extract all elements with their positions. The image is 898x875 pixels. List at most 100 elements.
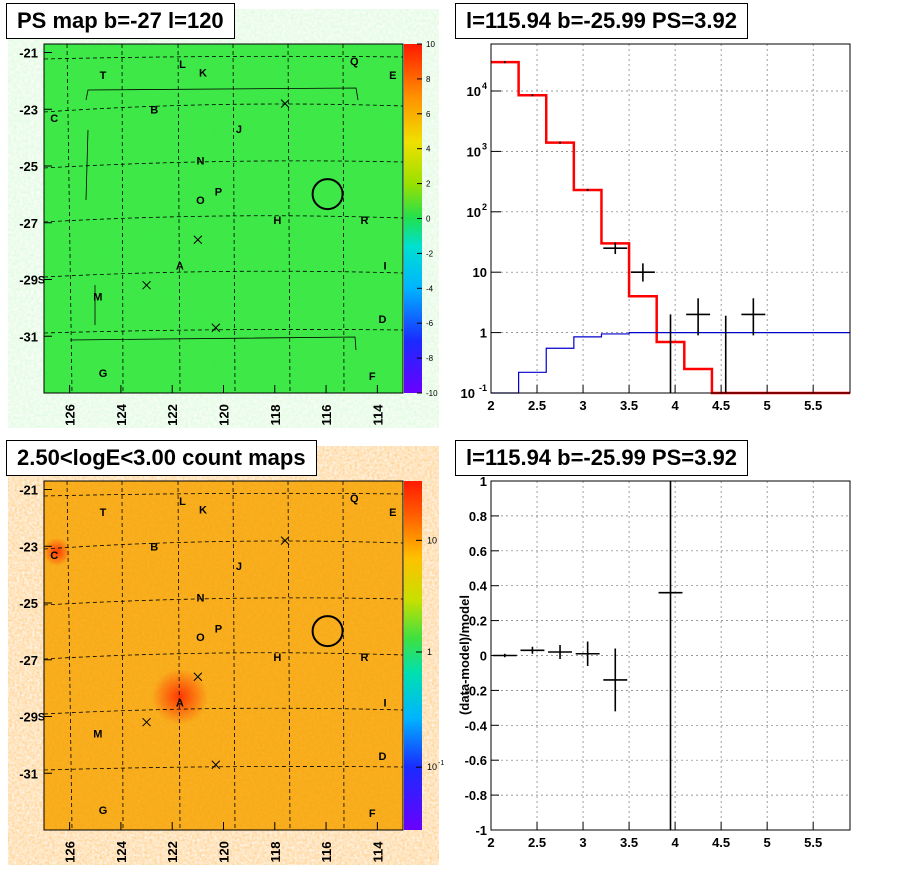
source-label-h: H — [273, 652, 281, 664]
y-tick-label: -21 — [19, 46, 38, 61]
y-tick-label: -29 — [19, 273, 38, 288]
residual-x-ticks: 2 2.5 3 3.5 4 4.5 5 5.5 — [487, 822, 822, 850]
colorbar-tick-label: 1 — [427, 647, 432, 657]
count-map-source-labels: T L K Q E C B J N OP H R A I S M D G F — [38, 493, 397, 820]
y-tick-label: 10 — [467, 84, 481, 99]
cross-marker — [211, 760, 221, 770]
source-label-g: G — [99, 805, 108, 817]
source-label-p: P — [215, 624, 222, 636]
x-tick-label: 124 — [114, 840, 129, 862]
source-label-o: O — [196, 195, 205, 207]
y-tick-label: -23 — [19, 102, 38, 117]
source-label-f: F — [369, 808, 376, 820]
count-hotspot — [42, 537, 71, 566]
colorbar-tick-label: -6 — [426, 319, 434, 328]
source-label-d: D — [379, 314, 387, 326]
cross-marker — [280, 536, 290, 545]
cross-marker — [280, 99, 290, 108]
source-label-t: T — [100, 507, 107, 519]
ps-map-y-ticks: -21 -23 -25 -27 -29 -31 — [19, 46, 52, 344]
x-tick-label: 126 — [63, 841, 78, 863]
blue-model-line — [491, 332, 850, 394]
residual-svg: 2 2.5 3 3.5 4 4.5 5 5.5 1 0.8 0.6 0.4 0.2 0 -0.2 -0.4 -… — [457, 474, 851, 850]
source-label-s: S — [38, 712, 45, 724]
source-label-g: G — [99, 368, 108, 380]
y-tick-label: 0 — [480, 649, 487, 664]
source-label-l: L — [179, 59, 186, 71]
source-label-n: N — [196, 592, 204, 604]
x-tick-label: 114 — [370, 841, 385, 863]
count-map-texture — [44, 481, 403, 830]
count-map-hotspots — [42, 537, 208, 725]
count-map-coordinate-grid — [43, 480, 404, 831]
source-label-h: H — [273, 215, 281, 227]
ps-map-texture — [44, 44, 403, 393]
residual-y-axis-label: (data-model)/model — [457, 595, 472, 715]
source-label-a: A — [176, 697, 184, 709]
source-label-l: L — [179, 496, 186, 508]
source-label-f: F — [369, 371, 376, 383]
source-label-a: A — [176, 260, 184, 272]
spectrum-panel: 2 2.5 3 3.5 4 4.5 5 5.5 10 -1 1 10 10 2 10 3 10 4 l=115.… — [449, 0, 898, 437]
ps-map-colorbar-ticks: 10 8 6 4 2 0 -2 -4 -6 -8 -10 — [417, 40, 438, 398]
source-label-q: Q — [350, 493, 359, 505]
ps-map-target-circle — [311, 178, 344, 211]
colorbar-tick-label: 2 — [426, 180, 431, 189]
y-tick-label: 1 — [480, 326, 487, 341]
y-tick-label: -31 — [19, 766, 38, 781]
colorbar-tick-label: 6 — [426, 110, 431, 119]
x-tick-label: 118 — [268, 842, 283, 863]
x-tick-label: 4 — [671, 835, 679, 850]
colorbar-tick-label: -4 — [426, 284, 434, 293]
source-label-k: K — [199, 504, 207, 516]
y-tick-label: -29 — [19, 710, 38, 725]
spectrum-title: l=115.94 b=-25.99 PS=3.92 — [455, 3, 748, 39]
x-tick-label: 4 — [671, 398, 679, 413]
count-map-colorbar — [404, 481, 422, 830]
count-hotspot — [151, 668, 208, 725]
source-label-d: D — [379, 751, 387, 763]
colorbar-tick-label: 8 — [426, 75, 431, 84]
source-label-j: J — [236, 561, 242, 573]
x-tick-label: 116 — [319, 405, 334, 426]
source-label-m: M — [93, 292, 102, 304]
x-tick-label: 3 — [579, 398, 586, 413]
x-tick-label: 5 — [764, 835, 771, 850]
y-tick-label: 0.8 — [469, 509, 487, 524]
y-tick-label: -0.4 — [465, 718, 488, 733]
x-tick-label: 122 — [165, 404, 180, 426]
source-label-r: R — [361, 215, 369, 227]
ps-map-title: PS map b=-27 l=120 — [6, 3, 235, 39]
colorbar-tick-label: -8 — [426, 354, 434, 363]
y-tick-label: 0.6 — [469, 544, 487, 559]
y-tick-label: -27 — [19, 653, 38, 668]
spectrum-x-ticks: 2 2.5 3 3.5 4 4.5 5 5.5 — [487, 385, 822, 413]
y-tick-label: 1 — [480, 474, 487, 489]
y-tick-exponent: -1 — [479, 383, 487, 393]
cross-marker — [211, 323, 221, 333]
colorbar-tick-label: 10 — [426, 40, 435, 49]
source-label-o: O — [196, 632, 205, 644]
spectrum-series — [491, 60, 850, 395]
source-label-c: C — [50, 550, 58, 562]
x-tick-label: 2 — [487, 398, 494, 413]
colorbar-tick-label: -10 — [426, 389, 438, 398]
cross-marker — [142, 280, 151, 290]
y-tick-label: -27 — [19, 216, 38, 231]
y-tick-label: -31 — [19, 329, 38, 344]
x-tick-label: 116 — [319, 842, 334, 863]
count-map-crosses — [142, 536, 290, 770]
y-tick-exponent: 4 — [482, 81, 487, 91]
y-tick-exponent: 2 — [482, 202, 487, 212]
ps-map-x-ticks: 126 124 122 120 118 116 114 — [63, 385, 385, 426]
colorbar-tick-label: 0 — [426, 215, 431, 224]
source-label-c: C — [50, 113, 58, 125]
source-label-q: Q — [350, 56, 359, 68]
ps-map-source-labels: T L K Q E C B J N OP H R A I S M D G F — [38, 56, 397, 383]
residual-panel: 2 2.5 3 3.5 4 4.5 5 5.5 1 0.8 0.6 0.4 0.2 0 -0.2 -0.4 -… — [449, 437, 898, 875]
